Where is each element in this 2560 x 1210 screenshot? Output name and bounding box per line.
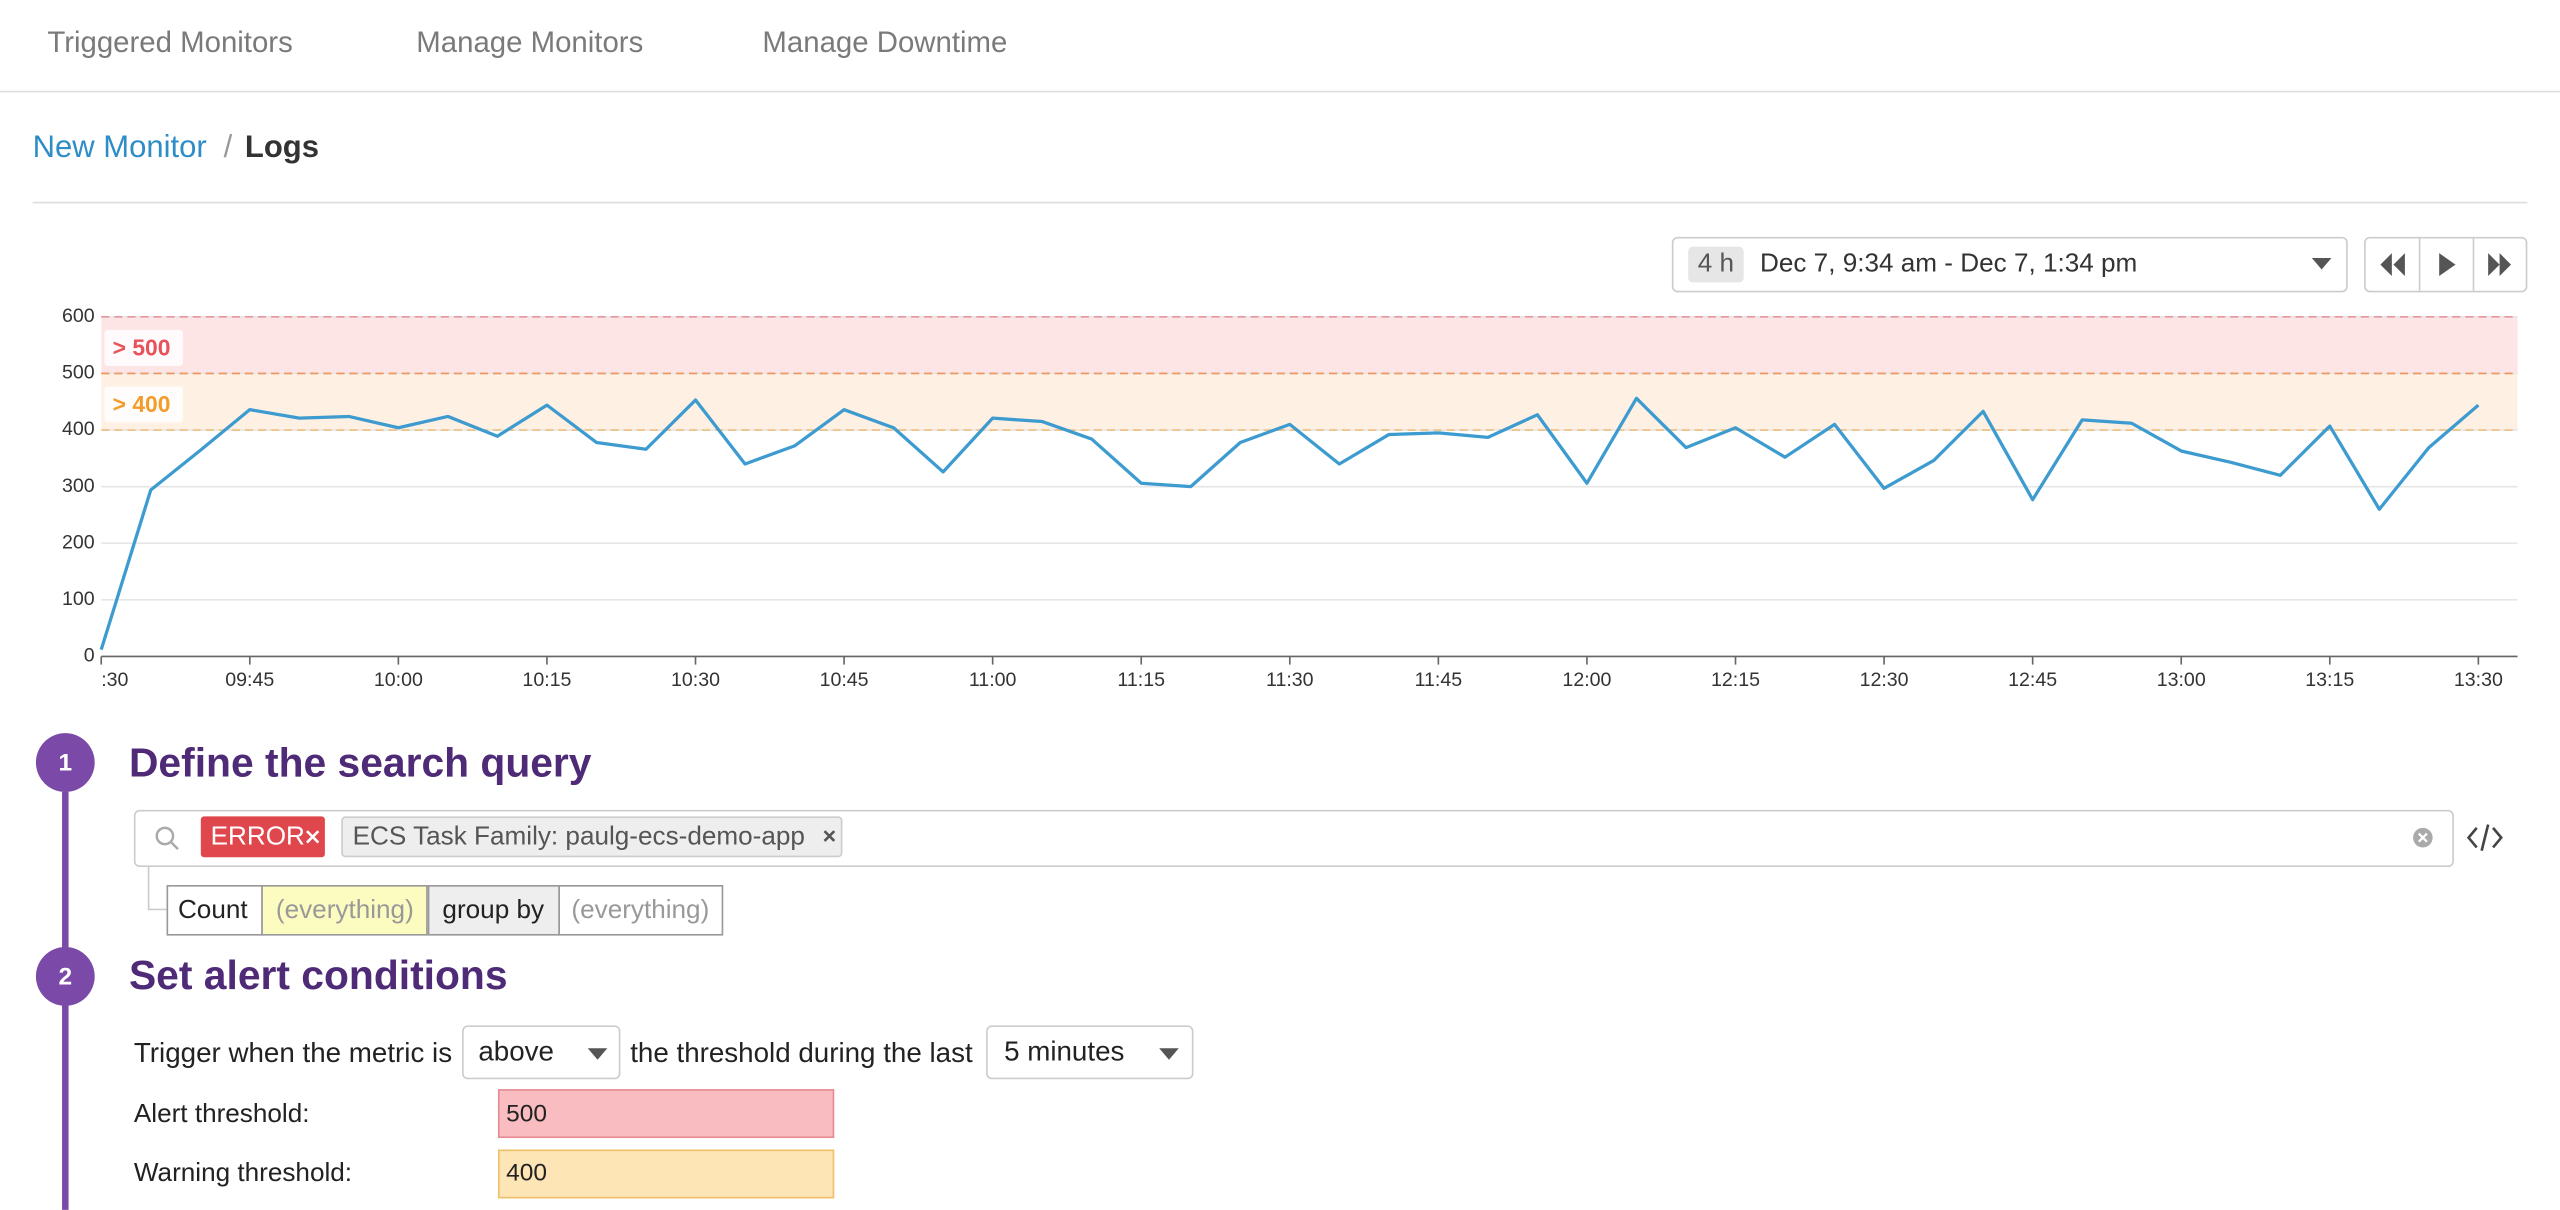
tag-remove[interactable] <box>306 830 320 844</box>
step-badge <box>35 733 95 792</box>
measure: (everything) <box>276 894 414 924</box>
time-picker[interactable]: 4 h Dec 7, 9:34 am - Dec 7, 1:34 pm <box>1671 236 2348 293</box>
y-tick-label: 500 <box>62 362 95 384</box>
group: (everything) <box>571 894 709 924</box>
y-tick-label: 300 <box>62 475 95 497</box>
time-picker-box <box>1671 236 2348 293</box>
x-tick-label: 13:00 <box>2157 669 2206 691</box>
tag[interactable] <box>200 816 325 858</box>
search-box[interactable]: ERROR ECS Task Family: paulg-ecs-demo-ap… <box>133 809 2454 868</box>
step-number: 2 <box>59 964 73 991</box>
y-tick-label: 0 <box>84 645 95 667</box>
field-label: Alert threshold: <box>134 1098 310 1128</box>
group-box[interactable] <box>558 885 724 936</box>
nav-tab[interactable]: Triggered Monitors <box>47 26 292 59</box>
breadcrumb-separator: / <box>224 129 233 164</box>
window-select[interactable] <box>986 1025 1194 1080</box>
nav-tab[interactable]: Manage Monitors <box>416 26 643 59</box>
search-icon <box>170 841 179 850</box>
warning-input[interactable] <box>497 1149 835 1199</box>
step-title: Define the search query <box>129 740 592 786</box>
query-bracket <box>147 867 167 911</box>
aggregation: Count <box>178 894 248 924</box>
threshold-label: > 500 <box>113 335 171 361</box>
alert-value: 500 <box>506 1101 547 1128</box>
threshold-label-bg <box>104 386 183 423</box>
x-tick-label: 10:30 <box>671 669 720 691</box>
span-badge <box>1688 246 1744 283</box>
tag[interactable] <box>341 816 843 858</box>
step-badge <box>35 947 95 1006</box>
dropdown-caret <box>1159 1048 1179 1060</box>
condition-text: the threshold during the last <box>630 1037 973 1068</box>
x-tick-label: 12:30 <box>1860 669 1909 691</box>
chart: 0 100 200 300 400 500 600 > 500 > 400 :30 09:45 10:… <box>62 305 2518 691</box>
clear-icon <box>2417 832 2428 843</box>
step-number: 1 <box>59 750 73 777</box>
x-tick-label: 10:45 <box>820 669 869 691</box>
x-tick-label: 13:30 <box>2454 669 2503 691</box>
play-button[interactable] <box>2439 253 2456 277</box>
comparator-select[interactable] <box>462 1025 621 1080</box>
nav-tab[interactable]: Manage Downtime <box>762 26 1007 59</box>
warning-value: 400 <box>506 1159 547 1186</box>
x-tick-label: 12:15 <box>1711 669 1760 691</box>
y-tick-label: 200 <box>62 531 95 553</box>
y-tick-label: 600 <box>62 305 95 327</box>
time-span: 4 h <box>1698 247 1734 277</box>
alert-input[interactable] <box>497 1089 835 1139</box>
step-title: Set alert conditions <box>129 952 508 998</box>
window: 5 minutes <box>1004 1035 1124 1066</box>
threshold-label-bg <box>104 329 183 366</box>
x-tick-label: 11:15 <box>1117 669 1165 691</box>
y-tick-label: 100 <box>62 588 95 610</box>
group-label: group by <box>442 894 544 924</box>
tag-text: ECS Task Family: paulg-ecs-demo-app <box>353 821 805 851</box>
x-tick-label: :30 <box>101 669 128 691</box>
breadcrumb-current: Logs <box>245 129 319 164</box>
dropdown-caret <box>587 1048 608 1060</box>
measure-box[interactable] <box>261 885 428 936</box>
threshold-label: > 400 <box>113 391 171 417</box>
rewind-button[interactable] <box>2380 253 2405 277</box>
code-toggle[interactable] <box>2466 824 2503 852</box>
x-tick-label: 12:45 <box>2008 669 2057 691</box>
search-icon <box>155 826 175 846</box>
x-tick-label: 11:00 <box>969 669 1017 691</box>
x-tick-label: 11:30 <box>1266 669 1314 691</box>
breadcrumb-link[interactable]: New Monitor <box>33 129 207 164</box>
x-tick-label: 13:15 <box>2305 669 2354 691</box>
x-tick-label: 10:15 <box>522 669 571 691</box>
y-tick-label: 400 <box>62 418 95 440</box>
threshold-band <box>101 316 2518 374</box>
x-tick-label: 11:45 <box>1415 669 1463 691</box>
time-range: Dec 7, 9:34 am - Dec 7, 1:34 pm <box>1760 247 2137 277</box>
data-line <box>99 396 2480 651</box>
comparator: above <box>478 1035 554 1066</box>
group-label-box <box>427 885 560 936</box>
x-tick-label: 10:00 <box>374 669 423 691</box>
tag-text: ERROR <box>211 821 305 851</box>
aggregation-box[interactable] <box>166 885 263 936</box>
field-label: Warning threshold: <box>134 1157 352 1187</box>
tag-remove[interactable] <box>823 830 836 842</box>
x-tick-label: 12:00 <box>1562 669 1611 691</box>
x-tick-label: 09:45 <box>225 669 274 691</box>
condition-text: Trigger when the metric is <box>134 1037 452 1068</box>
dropdown-caret <box>2311 258 2332 270</box>
